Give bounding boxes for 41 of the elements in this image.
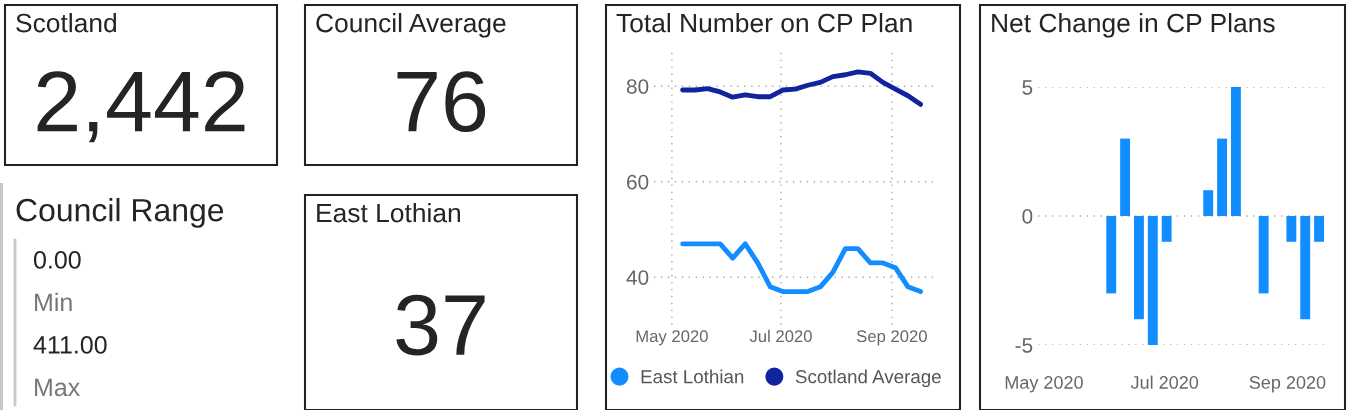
text: 37 <box>396 294 485 356</box>
x-tick-label: May 2020 <box>1005 376 1083 393</box>
bar <box>1286 216 1297 242</box>
legend-label: Scotland Average <box>795 369 941 388</box>
y-tick-label: 40 <box>626 270 649 285</box>
bar <box>1314 216 1325 242</box>
line-series <box>680 69 923 107</box>
chart-title: Net Change in CP Plans <box>992 13 1275 38</box>
bar <box>1161 216 1172 242</box>
y-tick-label: 5 <box>1022 80 1033 95</box>
bar <box>1203 190 1214 216</box>
bar <box>1120 138 1131 216</box>
bar <box>1217 138 1228 216</box>
y-tick-label: -5 <box>1015 338 1033 353</box>
y-tick-label: 80 <box>626 79 649 94</box>
x-tick-label: May 2020 <box>636 330 708 346</box>
text: 76 <box>397 71 486 133</box>
line-series <box>680 241 923 294</box>
x-tick-label: Sep 2020 <box>1249 376 1326 393</box>
y-tick-label: 0 <box>1022 209 1033 224</box>
text: Max <box>35 378 80 397</box>
bar <box>1134 216 1144 320</box>
text: Council Average <box>316 13 506 38</box>
text: Min <box>35 292 72 311</box>
legend-label: East Lothian <box>641 369 744 384</box>
x-tick-label: Sep 2020 <box>856 330 927 346</box>
bar <box>1106 216 1117 294</box>
x-tick-label: Jul 2020 <box>749 329 812 343</box>
text: Council Range <box>16 198 224 228</box>
bar <box>1258 216 1269 294</box>
text: East Lothian <box>317 203 460 223</box>
bar <box>1231 87 1241 216</box>
text: 2,442 <box>37 71 245 143</box>
x-tick-label: Jul 2020 <box>1130 375 1199 389</box>
bar <box>1300 216 1311 320</box>
text: Scotland <box>16 13 116 33</box>
bar <box>1147 216 1158 345</box>
text: 411.00 <box>33 336 107 354</box>
chart-title: Total Number on CP Plan <box>616 13 912 33</box>
text: 0.00 <box>33 251 81 269</box>
y-tick-label: 60 <box>627 174 649 190</box>
